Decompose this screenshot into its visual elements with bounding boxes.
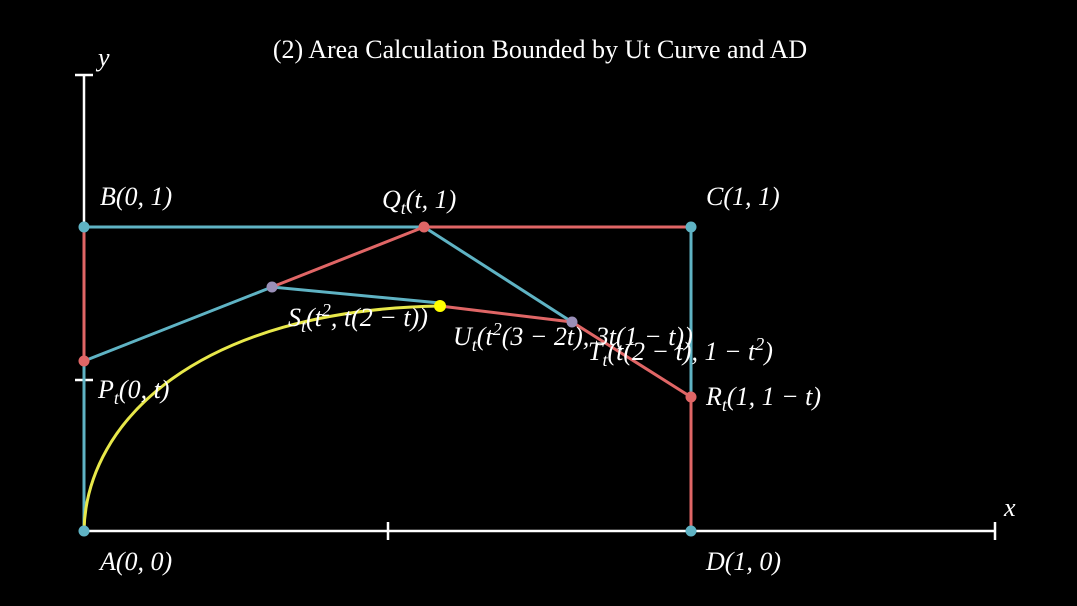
- label-text: (t: [306, 303, 323, 332]
- label-text: D(1, 0): [705, 547, 781, 576]
- label-text: ): [762, 337, 773, 366]
- point: [685, 221, 697, 233]
- point-label: Tt(t(2 − t), 1 − t2): [588, 334, 773, 370]
- label-text: R: [705, 382, 722, 411]
- subscript: t: [722, 395, 728, 415]
- subscript: t: [401, 198, 407, 218]
- subscript: t: [472, 335, 478, 355]
- point: [266, 281, 278, 293]
- point-label: Ut(t2(3 − 2t), 3t(1 − t)): [453, 319, 693, 355]
- x-axis-label: x: [1003, 493, 1016, 522]
- subscript: t: [602, 350, 608, 370]
- label-text: T: [588, 337, 604, 366]
- point: [78, 221, 90, 233]
- point-label: Pt(0, t): [97, 375, 169, 408]
- point-label: B(0, 1): [100, 182, 172, 211]
- label-text: B(0, 1): [100, 182, 172, 211]
- point-label: Qt(t, 1): [382, 185, 456, 218]
- curve: [82, 304, 441, 532]
- superscript: 2: [322, 300, 331, 320]
- point: [685, 391, 697, 403]
- label-text: C(1, 1): [706, 182, 780, 211]
- superscript: 2: [493, 319, 502, 339]
- point: [566, 316, 578, 328]
- point-label: D(1, 0): [705, 547, 781, 576]
- subscript: t: [114, 388, 120, 408]
- title: (2) Area Calculation Bounded by Ut Curve…: [273, 35, 807, 64]
- point-label: St(t2, t(2 − t)): [288, 300, 428, 336]
- point-label: C(1, 1): [706, 182, 780, 211]
- label-text: Q: [382, 185, 401, 214]
- label-text: (0, t): [119, 375, 170, 404]
- segment: [271, 225, 425, 289]
- label-text: (t: [477, 322, 494, 351]
- point: [434, 300, 446, 312]
- label-text: (t, 1): [406, 185, 457, 214]
- label-text: S: [288, 303, 301, 332]
- label-text: , t(2 − t)): [331, 303, 428, 332]
- label-text: U: [453, 322, 474, 351]
- point-label: Rt(1, 1 − t): [705, 382, 821, 415]
- points: [78, 221, 697, 537]
- label-text: (t(2 − t), 1 − t: [607, 337, 756, 366]
- label-text: P: [97, 375, 114, 404]
- segment: [423, 225, 573, 324]
- superscript: 2: [755, 334, 764, 354]
- point: [685, 525, 697, 537]
- label-text: (1, 1 − t): [727, 382, 821, 411]
- point: [78, 525, 90, 537]
- point: [78, 355, 90, 367]
- point-label: A(0, 0): [98, 547, 172, 576]
- subscript: t: [301, 316, 307, 336]
- y-axis-label: y: [95, 43, 110, 72]
- label-text: (3 − 2t), 3t(1 − t)): [502, 322, 693, 351]
- point: [418, 221, 430, 233]
- label-text: A(0, 0): [98, 547, 172, 576]
